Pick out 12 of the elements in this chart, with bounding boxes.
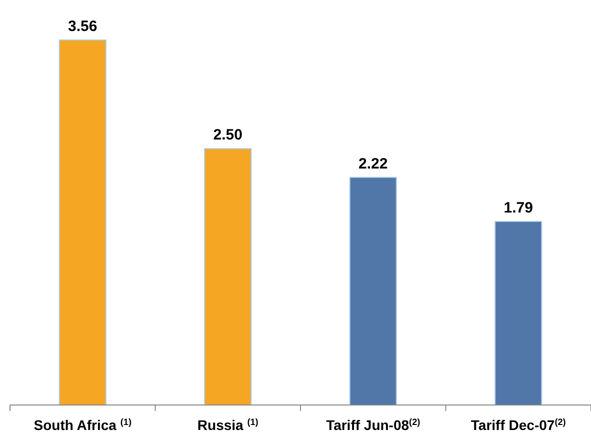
bar	[349, 176, 397, 406]
x-tick-label: South Africa $^{(1)}$	[34, 417, 132, 433]
x-tick-label: Tariff Dec-07$^{(2)}$	[470, 417, 566, 433]
data-label: 2.50	[213, 126, 242, 144]
bar	[204, 148, 252, 406]
data-label: 1.79	[504, 199, 533, 216]
x-tick-label: Tariff Jun-08$^{(2)}$	[326, 417, 420, 433]
data-label: 3.56	[68, 18, 98, 35]
data-label: 2.22	[358, 155, 388, 172]
bar	[58, 40, 106, 406]
x-tick-label: Russia $^{(1)}$	[197, 417, 258, 433]
bar	[494, 220, 542, 406]
